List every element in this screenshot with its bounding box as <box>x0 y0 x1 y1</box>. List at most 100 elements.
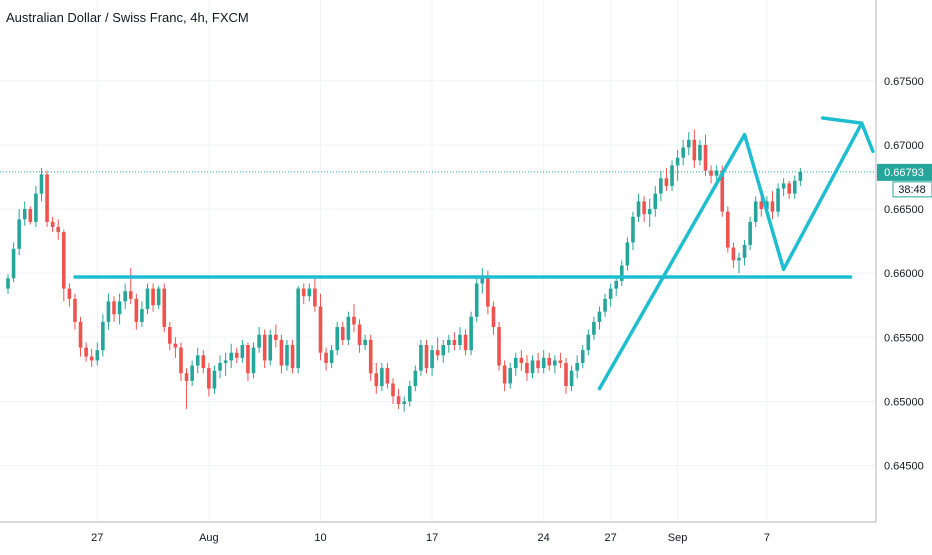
candle-body-down <box>179 347 183 374</box>
candle-body-up <box>430 350 434 369</box>
candle-body-up <box>620 265 624 281</box>
time-tick-label: Aug <box>199 532 219 544</box>
candle-body-down <box>67 288 72 299</box>
candle-body-up <box>346 316 351 340</box>
candle-body-down <box>45 174 49 222</box>
candle-body-up <box>614 280 619 289</box>
candle-body-up <box>380 368 384 387</box>
candle-body-down <box>73 298 77 322</box>
candle-body-down <box>642 201 646 215</box>
candle-body-down <box>56 227 61 233</box>
last-price-badge <box>877 163 932 181</box>
time-tick-label: 27 <box>605 532 617 544</box>
candle-body-up <box>625 242 630 266</box>
candle-body-up <box>659 178 663 194</box>
candle-body-down <box>184 373 189 381</box>
candle-body-up <box>329 350 334 363</box>
candle-body-down <box>341 327 345 340</box>
price-tick-label: 0.67000 <box>884 140 924 152</box>
candle-body-up <box>257 334 261 348</box>
candle-body-down <box>301 288 306 297</box>
time-tick-label: 27 <box>91 532 103 544</box>
price-tick-label: 0.66000 <box>884 268 924 280</box>
candle-body-down <box>151 288 155 306</box>
candle-body-up <box>296 288 300 369</box>
bar-countdown: 38:48 <box>898 184 926 196</box>
candle-body-down <box>279 339 284 366</box>
candle-body-up <box>413 370 418 387</box>
candle-body-up <box>145 288 150 310</box>
grid-lines <box>0 0 876 522</box>
candle-body-down <box>396 396 401 405</box>
candle-body-up <box>737 257 741 261</box>
candle-body-up <box>117 301 122 315</box>
candle-body-up <box>101 321 105 351</box>
candle-body-up <box>541 357 546 369</box>
time-tick-label: Sep <box>668 532 688 544</box>
candle-body-down <box>318 306 323 353</box>
candle-body-up <box>11 248 16 279</box>
candle-body-down <box>112 301 116 315</box>
candle-body-up <box>458 334 462 346</box>
candle-body-down <box>246 345 250 374</box>
candle-body-up <box>474 283 479 317</box>
price-tick-label: 0.65000 <box>884 396 924 408</box>
candle-body-up <box>335 327 340 351</box>
time-tick-label: 24 <box>538 532 550 544</box>
candle-body-up <box>631 216 635 243</box>
candle-body-up <box>469 316 473 351</box>
candle-body-down <box>78 321 83 348</box>
candle-body-up <box>223 360 228 363</box>
candle-body-down <box>452 339 457 346</box>
candle-body-down <box>787 183 791 194</box>
candle-body-down <box>274 334 278 340</box>
candle-body-up <box>798 171 803 181</box>
price-axis[interactable]: 0.64500 0.65000 0.65500 0.66000 0.66500 0.670… <box>884 76 924 473</box>
candle-body-up <box>636 201 641 217</box>
time-axis[interactable]: 27 Aug 10 17 24 27 Sep 7 <box>91 532 770 544</box>
candle-body-up <box>140 309 144 322</box>
candle-body-down <box>731 247 736 261</box>
candle-body-down <box>463 334 468 351</box>
candle-body-up <box>776 188 780 212</box>
candle-body-down <box>424 345 429 369</box>
candle-body-up <box>530 360 535 374</box>
candle-body-up <box>441 345 446 356</box>
candle-body-up <box>647 209 652 215</box>
price-tick-label: 0.67500 <box>884 76 924 88</box>
candle-body-up <box>363 339 367 346</box>
candle-body-up <box>419 345 423 371</box>
candle-body-up <box>190 365 194 381</box>
candle-body-up <box>792 180 797 194</box>
candle-body-up <box>195 355 200 366</box>
candle-body-up <box>402 401 406 405</box>
candle-body-down <box>502 365 507 384</box>
candle-body-up <box>742 244 747 258</box>
candle-body-down <box>50 221 55 228</box>
candle-body-down <box>720 170 725 212</box>
candle-body-down <box>290 345 295 369</box>
candle-body-down <box>391 383 395 397</box>
candle-body-up <box>212 370 217 389</box>
candle-body-down <box>352 316 356 325</box>
last-price-value: 0.66793 <box>884 167 924 179</box>
candle-body-up <box>592 321 596 335</box>
candle-body-up <box>603 298 607 312</box>
candle-body-up <box>480 275 485 284</box>
pattern-path <box>597 121 864 391</box>
candle-body-down <box>89 356 94 361</box>
candle-body-up <box>285 345 289 366</box>
candle-body-down <box>558 360 563 363</box>
price-tick-label: 0.66500 <box>884 204 924 216</box>
candle-body-up <box>447 339 451 346</box>
candle-body-up <box>156 288 161 306</box>
candle-body-down <box>692 139 697 161</box>
candle-body-up <box>670 165 674 186</box>
candle-body-up <box>608 288 613 299</box>
candle-body-down <box>726 211 730 248</box>
candle-body-up <box>597 311 602 322</box>
time-tick-label: 10 <box>314 532 326 544</box>
